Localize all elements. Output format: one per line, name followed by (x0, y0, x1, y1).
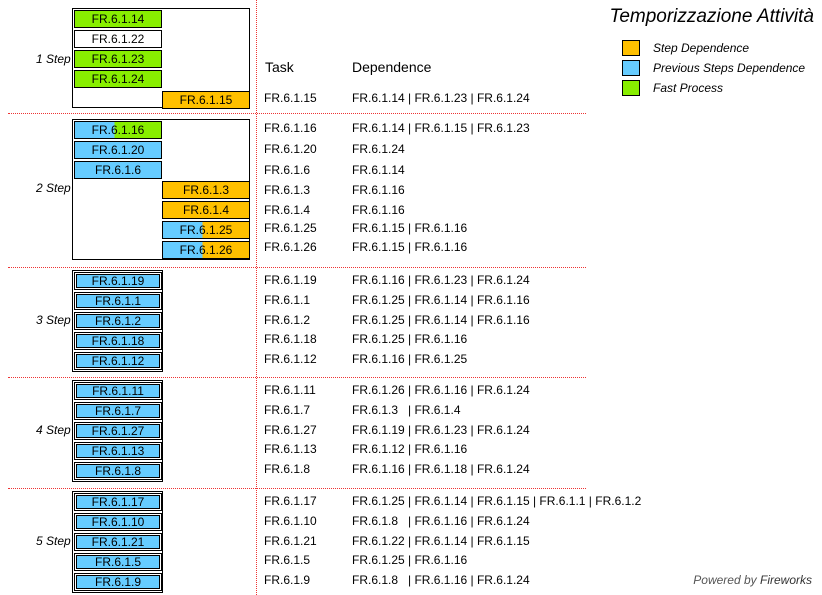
task-cell: FR.6.1.15 (264, 91, 317, 105)
task-cell: FR.6.1.2 (264, 313, 311, 327)
dependence-cell: FR.6.1.8 | FR.6.1.16 | FR.6.1.24 (352, 573, 530, 587)
task-box[interactable]: FR.6.1.5 (74, 553, 162, 571)
dependence-cell: FR.6.1.15 | FR.6.1.16 (352, 221, 468, 235)
step-separator (8, 113, 586, 114)
dependence-cell: FR.6.1.8 | FR.6.1.16 | FR.6.1.24 (352, 514, 530, 528)
step-separator (8, 377, 586, 378)
task-cell: FR.6.1.17 (264, 494, 317, 508)
dependence-cell: FR.6.1.14 (352, 163, 405, 177)
task-box[interactable]: FR.6.1.2 (74, 312, 162, 330)
task-cell: FR.6.1.19 (264, 273, 317, 287)
dependence-cell: FR.6.1.24 (352, 142, 405, 156)
step-separator (8, 488, 586, 489)
task-cell: FR.6.1.12 (264, 352, 317, 366)
task-cell: FR.6.1.13 (264, 442, 317, 456)
powered-by-prefix: Powered by (693, 573, 757, 587)
dependence-cell: FR.6.1.25 | FR.6.1.16 (352, 553, 468, 567)
task-box[interactable]: FR.6.1.1 (74, 292, 162, 310)
legend-label: Step Dependence (653, 41, 750, 55)
dependence-cell: FR.6.1.14 | FR.6.1.23 | FR.6.1.24 (352, 91, 530, 105)
dependence-cell: FR.6.1.25 | FR.6.1.14 | FR.6.1.16 (352, 293, 530, 307)
task-box[interactable]: FR.6.1.24 (74, 70, 162, 88)
task-box[interactable]: FR.6.1.18 (74, 332, 162, 350)
step-label: 4 Step (36, 423, 71, 437)
task-cell: FR.6.1.6 (264, 163, 311, 177)
dependence-cell: FR.6.1.16 | FR.6.1.23 | FR.6.1.24 (352, 273, 530, 287)
dependence-cell: FR.6.1.12 | FR.6.1.16 (352, 442, 468, 456)
step-label: 3 Step (36, 313, 71, 327)
task-cell: FR.6.1.5 (264, 553, 311, 567)
task-box[interactable]: FR.6.1.12 (74, 352, 162, 370)
task-cell: FR.6.1.10 (264, 514, 317, 528)
dependence-cell: FR.6.1.26 | FR.6.1.16 | FR.6.1.24 (352, 383, 530, 397)
task-box[interactable]: FR.6.1.16 (74, 121, 162, 139)
step-label: 1 Step (36, 52, 71, 66)
task-cell: FR.6.1.3 (264, 183, 311, 197)
dependence-cell: FR.6.1.16 (352, 203, 405, 217)
diagram-title: Temporizzazione Attività (609, 6, 814, 27)
task-cell: FR.6.1.4 (264, 203, 311, 217)
task-cell: FR.6.1.21 (264, 534, 317, 548)
task-box[interactable]: FR.6.1.17 (74, 493, 162, 511)
task-box[interactable]: FR.6.1.22 (74, 30, 162, 48)
dependence-cell: FR.6.1.16 (352, 183, 405, 197)
step-frame (72, 8, 250, 108)
task-cell: FR.6.1.16 (264, 121, 317, 135)
task-cell: FR.6.1.27 (264, 423, 317, 437)
task-box[interactable]: FR.6.1.11 (74, 382, 162, 400)
legend-swatch (622, 80, 640, 96)
legend-label: Previous Steps Dependence (653, 61, 806, 75)
dependence-cell: FR.6.1.19 | FR.6.1.23 | FR.6.1.24 (352, 423, 530, 437)
task-box[interactable]: FR.6.1.13 (74, 442, 162, 460)
task-cell: FR.6.1.26 (264, 240, 317, 254)
task-box[interactable]: FR.6.1.15 (162, 91, 250, 109)
task-cell: FR.6.1.20 (264, 142, 317, 156)
task-box[interactable]: FR.6.1.7 (74, 402, 162, 420)
task-cell: FR.6.1.25 (264, 221, 317, 235)
vertical-separator (256, 0, 257, 595)
legend-swatch (622, 60, 640, 76)
step-separator (8, 267, 586, 268)
dependence-cell: FR.6.1.16 | FR.6.1.25 (352, 352, 468, 366)
dependence-cell: FR.6.1.25 | FR.6.1.16 (352, 332, 468, 346)
task-cell: FR.6.1.1 (264, 293, 311, 307)
dependence-cell: FR.6.1.25 | FR.6.1.14 | FR.6.1.16 (352, 313, 530, 327)
powered-by-credit: Powered by Fireworks (693, 573, 812, 587)
dependence-cell: FR.6.1.22 | FR.6.1.14 | FR.6.1.15 (352, 534, 530, 548)
step-label: 2 Step (36, 181, 71, 195)
legend-swatch (622, 40, 640, 56)
task-box[interactable]: FR.6.1.25 (162, 221, 250, 239)
task-box[interactable]: FR.6.1.20 (74, 141, 162, 159)
dependence-column-header: Dependence (352, 59, 432, 75)
task-box[interactable]: FR.6.1.14 (74, 10, 162, 28)
task-cell: FR.6.1.11 (264, 383, 316, 397)
task-column-header: Task (265, 59, 294, 75)
dependence-cell: FR.6.1.16 | FR.6.1.18 | FR.6.1.24 (352, 462, 530, 476)
step-frame (72, 270, 163, 372)
task-cell: FR.6.1.9 (264, 573, 311, 587)
dependence-cell: FR.6.1.15 | FR.6.1.16 (352, 240, 468, 254)
task-box[interactable]: FR.6.1.26 (162, 241, 250, 259)
task-box[interactable]: FR.6.1.10 (74, 513, 162, 531)
task-box[interactable]: FR.6.1.9 (74, 573, 162, 591)
task-cell: FR.6.1.18 (264, 332, 317, 346)
step-frame (72, 380, 163, 482)
task-box[interactable]: FR.6.1.21 (74, 533, 162, 551)
step-label: 5 Step (36, 534, 71, 548)
task-box[interactable]: FR.6.1.3 (162, 181, 250, 199)
task-cell: FR.6.1.7 (264, 403, 311, 417)
task-box[interactable]: FR.6.1.19 (74, 272, 162, 290)
task-cell: FR.6.1.8 (264, 462, 311, 476)
task-box[interactable]: FR.6.1.4 (162, 201, 250, 219)
dependence-cell: FR.6.1.3 | FR.6.1.4 (352, 403, 461, 417)
dependence-cell: FR.6.1.25 | FR.6.1.14 | FR.6.1.15 | FR.6… (352, 494, 642, 508)
step-frame (72, 491, 163, 593)
legend-label: Fast Process (653, 81, 724, 95)
task-box[interactable]: FR.6.1.6 (74, 161, 162, 179)
powered-by-brand: Fireworks (759, 573, 812, 587)
task-box[interactable]: FR.6.1.27 (74, 422, 162, 440)
task-box[interactable]: FR.6.1.23 (74, 50, 162, 68)
task-box[interactable]: FR.6.1.8 (74, 462, 162, 480)
dependence-cell: FR.6.1.14 | FR.6.1.15 | FR.6.1.23 (352, 121, 530, 135)
